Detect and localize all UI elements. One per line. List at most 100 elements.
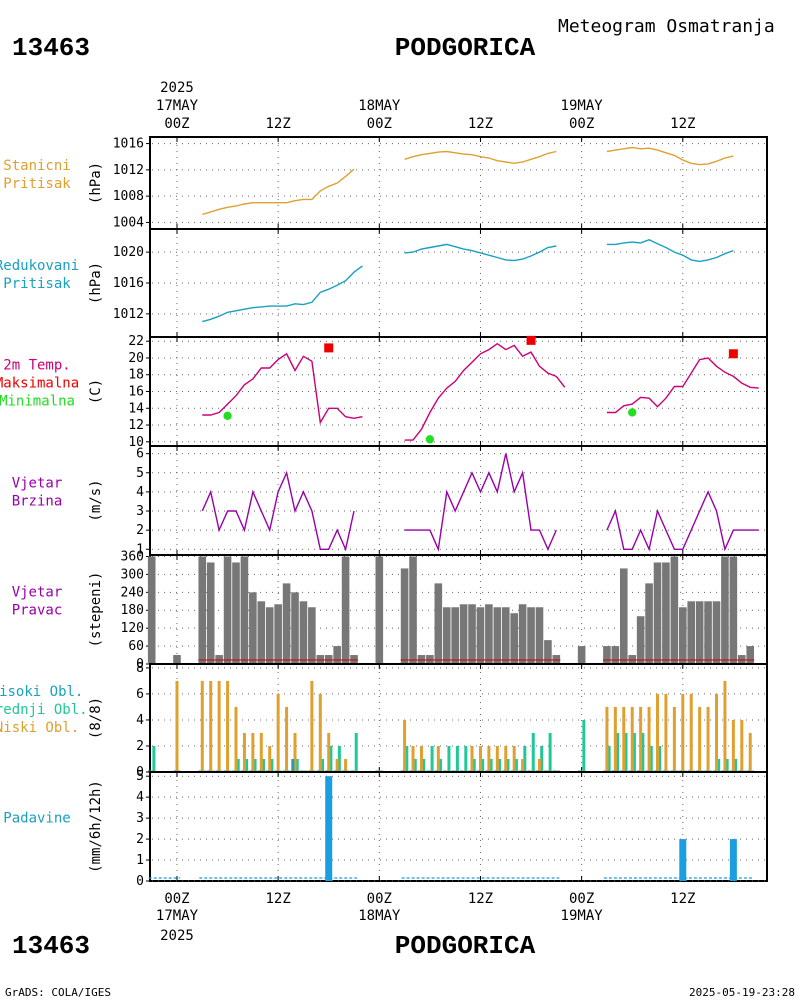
panel-label: Srednji Obl. (0, 702, 88, 718)
footer-timestamp: 2025-05-19-23:28 (689, 986, 795, 999)
wind-direction-bar (198, 556, 207, 664)
bottom-hour-label: 12Z (266, 891, 291, 907)
meteogram-subtitle: Meteogram Osmatranja (558, 16, 775, 37)
y-tick-label: 4 (136, 485, 144, 500)
panel-reduced_pressure (146, 228, 768, 338)
wind-direction-bar (341, 556, 350, 664)
precip-bar (325, 776, 333, 881)
bottom-date-label: 18MAY (358, 908, 401, 924)
cloud-bar-2 (622, 706, 626, 772)
cloud-bar-1 (498, 758, 502, 772)
wind-direction-bar (712, 601, 721, 664)
wind-direction-bar (476, 607, 485, 664)
cloud-bar-2 (723, 680, 727, 772)
series-line (606, 146, 734, 166)
cloud-bar-1 (624, 732, 628, 772)
panel-label: Stanicni (3, 158, 70, 174)
cloud-bar-1 (253, 758, 257, 772)
wind-direction-bar (249, 592, 257, 664)
cloud-bar-2 (731, 719, 735, 772)
min-temp-marker (223, 411, 232, 421)
cloud-bar-1 (405, 745, 409, 772)
panel-label: Vjetar (12, 585, 63, 601)
cloud-bar-1 (632, 732, 636, 772)
series-line (606, 239, 734, 263)
bottom-date-label: 19MAY (561, 908, 604, 924)
max-temp-marker (526, 335, 536, 345)
cloud-bar-1 (464, 745, 468, 772)
station-id-bottom: 13463 (12, 931, 90, 961)
cloud-bar-2 (293, 732, 297, 772)
cloud-bar-2 (209, 680, 213, 772)
y-axis-label: (C) (88, 379, 104, 404)
wind-direction-bar (704, 601, 712, 664)
wind-direction-bar (308, 607, 316, 664)
cloud-bar-1 (523, 745, 527, 772)
cloud-bar-2 (259, 732, 263, 772)
series-line (404, 243, 557, 262)
y-tick-label: 60 (128, 639, 144, 654)
cloud-bar-1 (540, 745, 544, 772)
panel-frame (149, 771, 768, 882)
wind-direction-bar (274, 604, 282, 664)
y-tick-label: 1 (136, 853, 144, 868)
y-tick-label: 14 (128, 401, 144, 416)
wind-direction-bar (206, 562, 215, 664)
panel-label: Redukovani (0, 258, 79, 274)
cloud-bar-0 (291, 758, 295, 772)
cloud-bar-2 (537, 758, 541, 772)
y-tick-label: 16 (128, 385, 144, 400)
wind-direction-bar (257, 601, 266, 664)
y-tick-label: 8 (136, 661, 144, 676)
y-tick-label: 10 (128, 435, 144, 450)
wind-direction-bar (501, 607, 510, 664)
panel-label: Minimalna (0, 394, 75, 410)
cloud-bar-1 (649, 745, 653, 772)
wind-direction-bar (173, 655, 181, 664)
cloud-bar-2 (411, 745, 415, 772)
top-hour-label: 00Z (164, 116, 189, 132)
panel-label: Vjetar (12, 476, 63, 492)
series-line (202, 265, 363, 323)
wind-direction-bar (400, 568, 409, 664)
cloud-bar-2 (672, 706, 676, 772)
cloud-bar-1 (506, 758, 510, 772)
cloud-bar-2 (335, 758, 339, 772)
panel-wind_speed (146, 445, 768, 556)
cloud-bar-2 (521, 758, 525, 772)
cloud-bar-2 (639, 706, 643, 772)
panel-label: Pritisak (3, 276, 71, 292)
y-tick-label: 2 (136, 739, 144, 754)
y-tick-label: 240 (121, 585, 144, 600)
cloud-bar-2 (234, 706, 238, 772)
y-tick-label: 2 (136, 832, 144, 847)
cloud-bar-2 (419, 745, 423, 772)
y-tick-label: 5 (136, 769, 144, 784)
cloud-bar-1 (658, 745, 662, 772)
series-line (202, 352, 363, 425)
max-temp-marker (324, 343, 334, 353)
top-year-label: 2025 (160, 80, 194, 96)
cloud-bar-1 (455, 745, 459, 772)
y-tick-label: 1004 (113, 215, 144, 230)
bottom-hour-label: 00Z (367, 891, 392, 907)
panel-precipitation (146, 771, 768, 882)
bottom-hour-label: 00Z (569, 891, 594, 907)
cloud-bar-1 (295, 758, 299, 772)
station-name: PODGORICA (395, 33, 536, 63)
wind-direction-bar (527, 607, 535, 664)
wind-direction-bar (687, 601, 696, 664)
bottom-hour-label: 12Z (670, 891, 695, 907)
wind-direction-bar (636, 616, 645, 664)
panel-label: Pravac (12, 603, 63, 619)
series-line (606, 490, 759, 552)
y-axis-label: (hPa) (88, 262, 104, 304)
cloud-bar-2 (740, 719, 744, 772)
cloud-bar-1 (607, 745, 611, 772)
cloud-bar-1 (152, 745, 156, 772)
y-axis-label: (hPa) (88, 162, 104, 204)
top-hour-label: 12Z (468, 116, 493, 132)
panel-label: 2m Temp. (3, 358, 70, 374)
series-line (202, 168, 355, 216)
y-tick-label: 4 (136, 790, 144, 805)
